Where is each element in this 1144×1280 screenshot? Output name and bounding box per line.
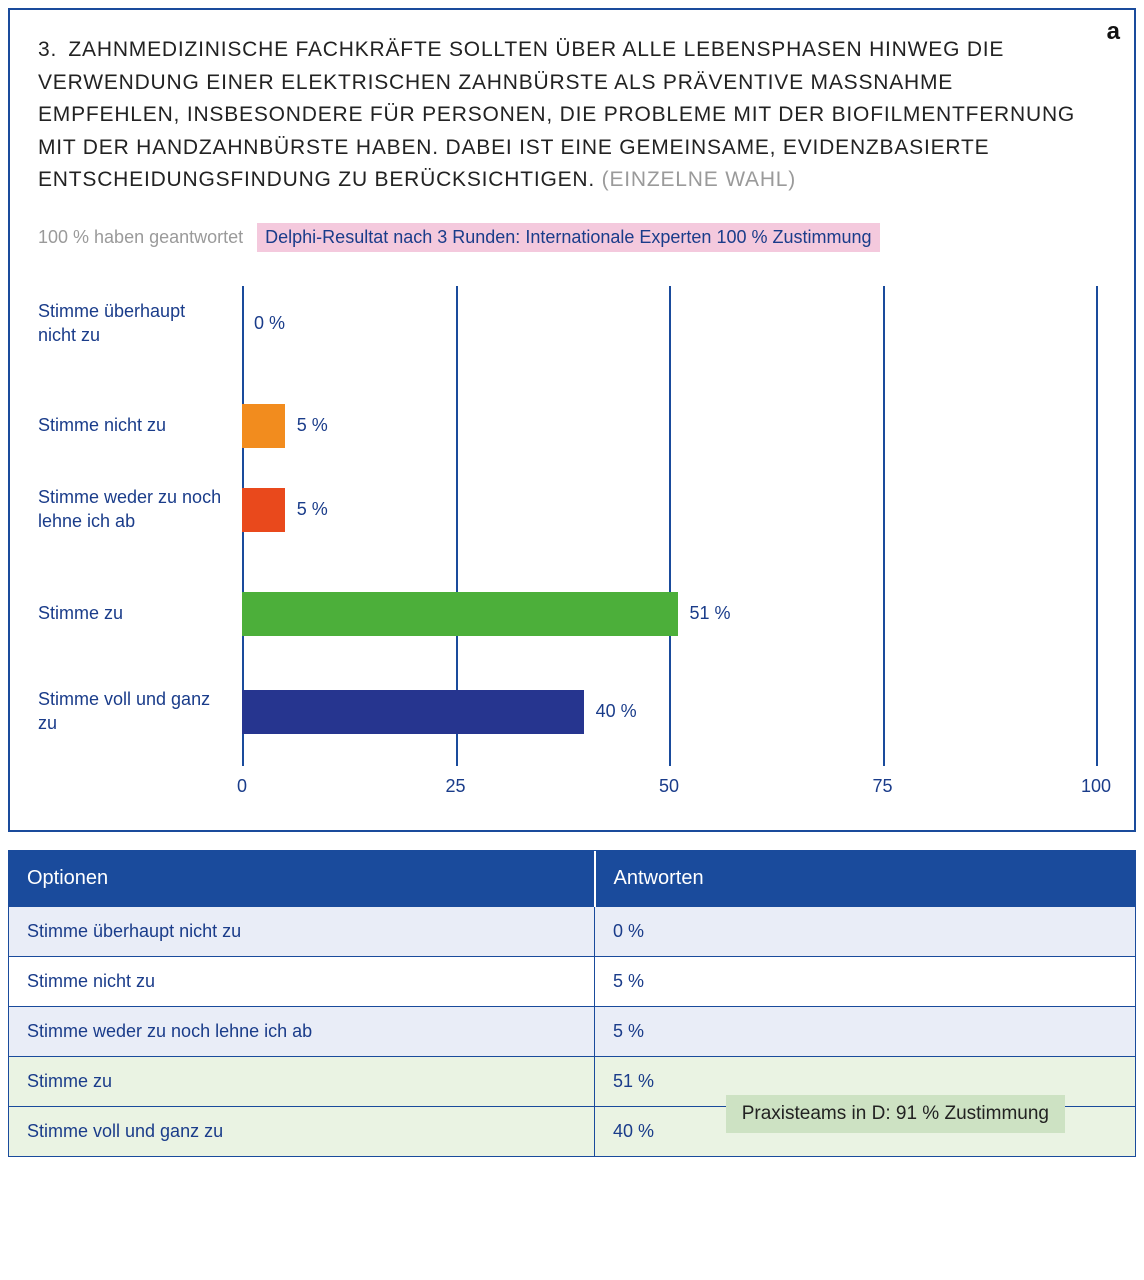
cell-answer: 5 %: [595, 1006, 1135, 1056]
col-header-option: Optionen: [9, 851, 595, 907]
cell-answer: 0 %: [595, 906, 1135, 956]
chart-bar-label: Stimme zu: [38, 602, 228, 625]
question-muted: (EINZELNE WAHL): [602, 168, 796, 191]
answered-label: 100 % haben geantwortet: [38, 227, 243, 248]
chart-x-tick: 100: [1081, 776, 1111, 797]
chart-bar-label: Stimme nicht zu: [38, 414, 228, 437]
chart-x-tick: 25: [445, 776, 465, 797]
results-table-wrap: Optionen Antworten Stimme überhaupt nich…: [8, 850, 1136, 1157]
table-row: Stimme nicht zu5 %: [9, 956, 1135, 1006]
chart-plot-area: Stimme überhaupt nicht zu0 % Stimme nicht…: [242, 286, 1096, 766]
chart-bar: [242, 592, 678, 636]
panel-letter-badge: a: [1107, 18, 1120, 46]
chart-bar-row: Stimme voll und ganz zu40 %: [242, 690, 1096, 734]
chart-bar-value: 5 %: [297, 499, 328, 520]
chart-bar-value: 51 %: [690, 603, 731, 624]
chart-bar: [242, 690, 584, 734]
chart-gridline: [1096, 286, 1098, 766]
chart-bar-label: Stimme voll und ganz zu: [38, 688, 228, 735]
chart-bar: [242, 488, 285, 532]
delphi-highlight: Delphi-Resultat nach 3 Runden: Internati…: [257, 223, 879, 252]
cell-option: Stimme voll und ganz zu: [9, 1106, 595, 1156]
chart-bar-row: Stimme zu51 %: [242, 592, 1096, 636]
cell-option: Stimme zu: [9, 1056, 595, 1106]
chart-bar: [242, 404, 285, 448]
chart-bar-row: Stimme nicht zu5 %: [242, 404, 1096, 448]
chart-bar-value: 5 %: [297, 415, 328, 436]
question-main: 3. ZAHNMEDIZINISCHE FACHKRÄFTE SOLLTEN Ü…: [38, 38, 1075, 191]
praxis-callout: Praxisteams in D: 91 % Zustimmung: [726, 1095, 1065, 1133]
chart-bar-label: Stimme überhaupt nicht zu: [38, 300, 228, 347]
survey-panel: a 3. ZAHNMEDIZINISCHE FACHKRÄFTE SOLLTEN…: [8, 8, 1136, 832]
table-header-row: Optionen Antworten: [9, 851, 1135, 907]
chart-bar-row: Stimme überhaupt nicht zu0 %: [242, 302, 1096, 346]
cell-option: Stimme weder zu noch lehne ich ab: [9, 1006, 595, 1056]
chart-x-tick: 0: [237, 776, 247, 797]
col-header-answer: Antworten: [595, 851, 1135, 907]
cell-answer: 5 %: [595, 956, 1135, 1006]
meta-row: 100 % haben geantwortet Delphi-Resultat …: [38, 223, 1106, 252]
table-row: Stimme weder zu noch lehne ich ab5 %: [9, 1006, 1135, 1056]
chart-bar-value: 40 %: [596, 701, 637, 722]
question-text: 3. ZAHNMEDIZINISCHE FACHKRÄFTE SOLLTEN Ü…: [38, 34, 1106, 197]
chart-x-tick: 75: [872, 776, 892, 797]
chart-x-tick: 50: [659, 776, 679, 797]
bar-chart: Stimme überhaupt nicht zu0 %Stimme nicht…: [38, 286, 1106, 810]
chart-bar-value: 0 %: [254, 313, 285, 334]
chart-bar-row: Stimme weder zu noch lehne ich ab5 %: [242, 488, 1096, 532]
chart-x-axis: 0255075100: [242, 776, 1096, 804]
cell-option: Stimme überhaupt nicht zu: [9, 906, 595, 956]
cell-option: Stimme nicht zu: [9, 956, 595, 1006]
chart-bar-label: Stimme weder zu noch lehne ich ab: [38, 486, 228, 533]
table-row: Stimme überhaupt nicht zu0 %: [9, 906, 1135, 956]
